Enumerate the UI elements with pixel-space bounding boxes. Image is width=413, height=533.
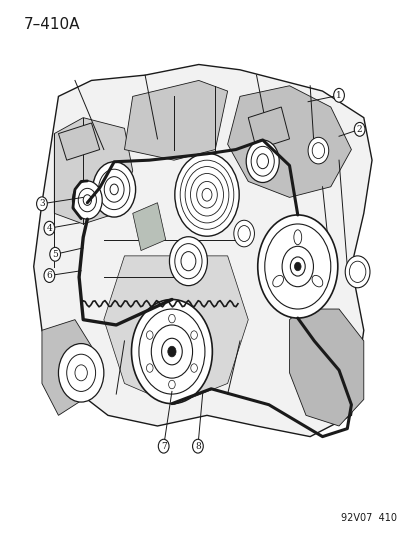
Circle shape (83, 195, 91, 205)
Polygon shape (58, 123, 100, 160)
Text: 4: 4 (46, 224, 52, 233)
Circle shape (98, 169, 130, 209)
Circle shape (256, 154, 268, 168)
Polygon shape (124, 80, 227, 160)
Circle shape (174, 244, 202, 279)
Circle shape (58, 344, 104, 402)
Circle shape (190, 173, 223, 216)
Polygon shape (33, 64, 371, 437)
Circle shape (290, 257, 304, 276)
Circle shape (196, 181, 217, 208)
Circle shape (161, 338, 182, 365)
Circle shape (294, 262, 300, 271)
Circle shape (264, 224, 330, 309)
Text: 7: 7 (160, 442, 166, 451)
Circle shape (349, 261, 365, 282)
Polygon shape (104, 256, 248, 405)
Text: 7–410A: 7–410A (23, 17, 80, 31)
Circle shape (44, 221, 55, 235)
Circle shape (202, 188, 211, 201)
Ellipse shape (293, 230, 301, 245)
Text: 5: 5 (52, 250, 58, 259)
Circle shape (151, 325, 192, 378)
Circle shape (354, 123, 364, 136)
Circle shape (333, 88, 344, 102)
Circle shape (174, 154, 239, 236)
Text: 8: 8 (195, 442, 200, 451)
Polygon shape (54, 118, 133, 224)
Circle shape (168, 314, 175, 323)
Circle shape (131, 300, 212, 403)
Polygon shape (227, 86, 351, 197)
Circle shape (311, 143, 324, 159)
Ellipse shape (311, 276, 322, 287)
Circle shape (72, 181, 102, 219)
Circle shape (146, 364, 153, 372)
Circle shape (190, 364, 197, 372)
Circle shape (192, 439, 203, 453)
Text: 3: 3 (39, 199, 45, 208)
Circle shape (233, 220, 254, 247)
Polygon shape (42, 320, 91, 415)
Polygon shape (133, 203, 165, 251)
Text: 1: 1 (335, 91, 341, 100)
Polygon shape (289, 309, 363, 426)
Circle shape (66, 354, 95, 391)
Circle shape (146, 331, 153, 340)
Circle shape (281, 246, 313, 287)
Circle shape (251, 147, 273, 176)
Text: 2: 2 (356, 125, 362, 134)
Circle shape (307, 138, 328, 164)
Ellipse shape (272, 276, 283, 287)
Text: 92V07  410: 92V07 410 (340, 513, 396, 523)
Circle shape (44, 269, 55, 282)
Circle shape (78, 188, 96, 212)
Circle shape (169, 237, 207, 286)
Circle shape (158, 439, 169, 453)
Circle shape (185, 166, 228, 223)
Circle shape (237, 225, 250, 241)
Circle shape (75, 365, 87, 381)
Circle shape (168, 380, 175, 389)
Text: 6: 6 (46, 271, 52, 280)
Circle shape (104, 176, 124, 202)
Circle shape (246, 140, 278, 182)
Circle shape (50, 247, 60, 261)
Circle shape (190, 331, 197, 340)
Circle shape (180, 252, 195, 271)
Circle shape (257, 215, 337, 318)
Circle shape (110, 184, 118, 195)
Circle shape (36, 197, 47, 211)
Circle shape (139, 309, 204, 394)
Circle shape (344, 256, 369, 288)
Circle shape (93, 162, 135, 217)
Circle shape (180, 160, 233, 229)
Circle shape (167, 346, 176, 357)
Polygon shape (248, 107, 289, 150)
